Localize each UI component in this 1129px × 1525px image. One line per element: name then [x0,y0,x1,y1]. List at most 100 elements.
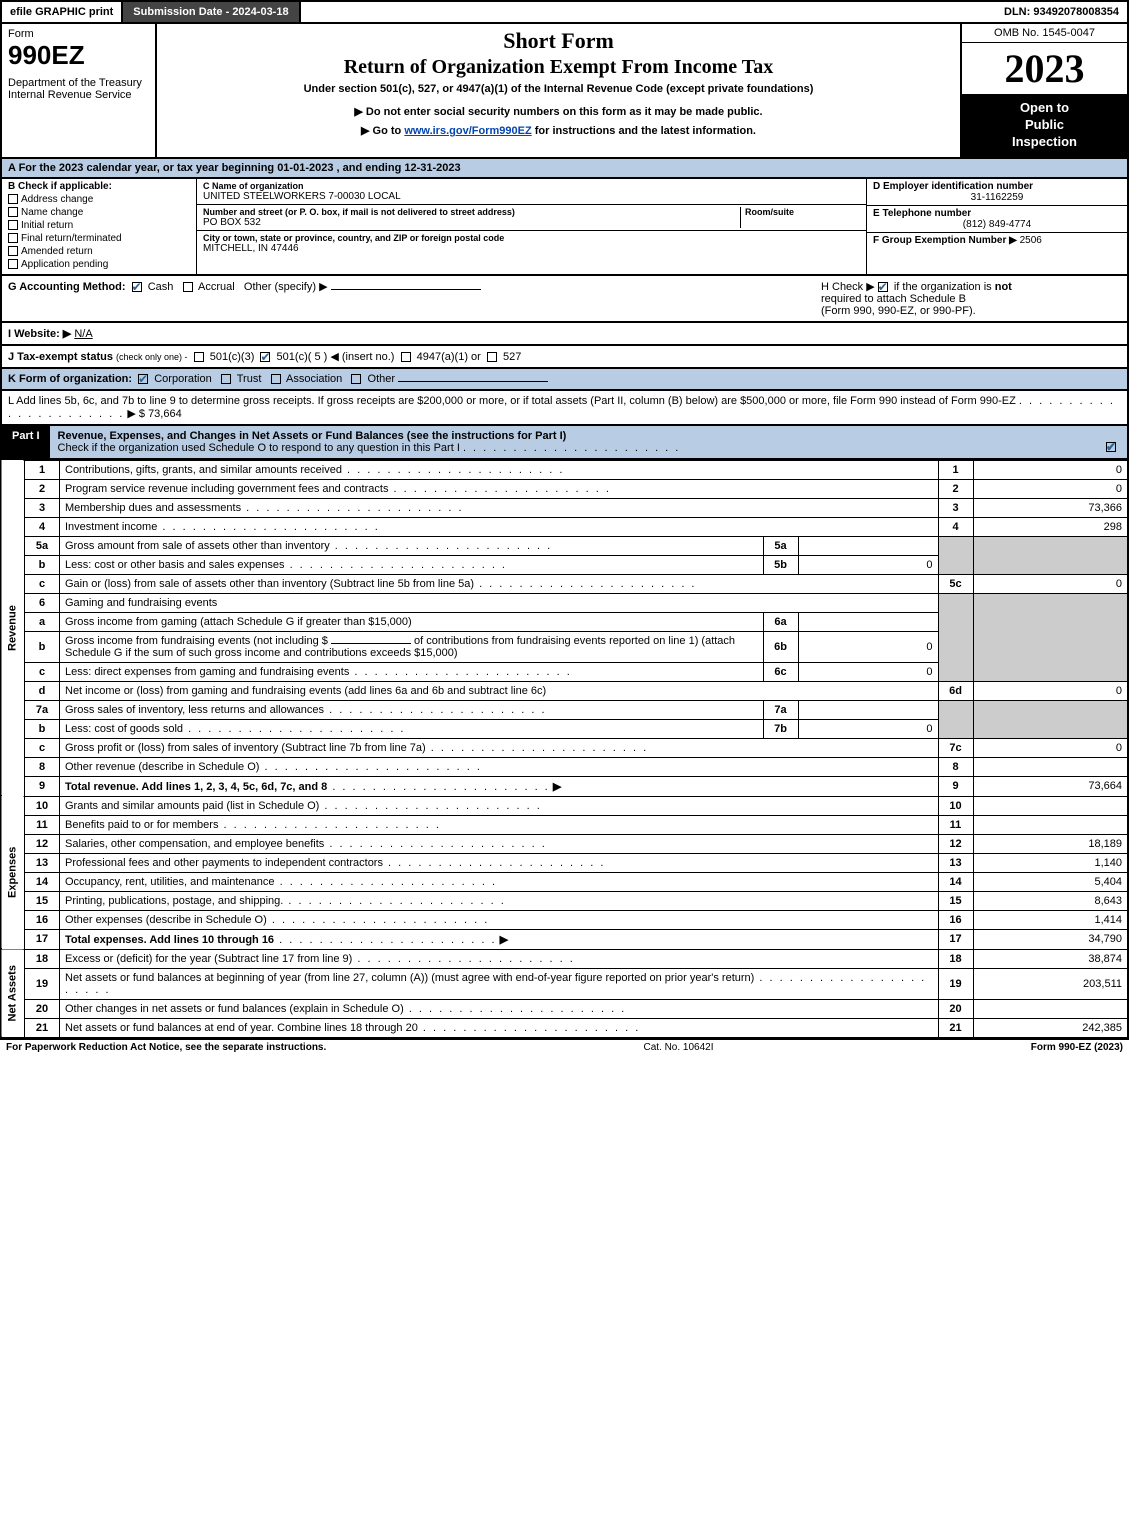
checkbox-corporation[interactable] [138,374,148,384]
line-desc-1: Gross income from fundraising events (no… [65,635,328,647]
sections-d-e-f: D Employer identification number 31-1162… [867,179,1127,274]
line-desc: Printing, publications, postage, and shi… [65,895,283,907]
checkbox-schedule-o-used[interactable] [1106,442,1116,452]
checkbox-cash[interactable] [132,282,142,292]
street-value: PO BOX 532 [203,217,740,228]
checkbox-final-return[interactable] [8,233,18,243]
k-o4: Other [368,373,396,385]
line-no: 21 [25,1018,60,1038]
line-no: c [25,662,60,681]
checkbox-name-change[interactable] [8,207,18,217]
page-footer: For Paperwork Reduction Act Notice, see … [0,1039,1129,1055]
line-no: 8 [25,757,60,776]
checkbox-other-org[interactable] [351,374,361,384]
chk-label-4: Amended return [21,246,93,257]
checkbox-amended-return[interactable] [8,246,18,256]
submission-date: Submission Date - 2024-03-18 [123,2,300,22]
j-o2: 501(c)( 5 ) ◀ (insert no.) [277,351,395,363]
table-row: 15 Printing, publications, postage, and … [1,891,1128,910]
street-label: Number and street (or P. O. box, if mail… [203,207,740,217]
line-desc: Other expenses (describe in Schedule O) [65,914,267,926]
checkbox-501c[interactable] [260,352,270,362]
table-row: 21 Net assets or fund balances at end of… [1,1018,1128,1038]
header-right: OMB No. 1545-0047 2023 Open to Public In… [962,24,1127,157]
room-label: Room/suite [745,207,860,217]
line-desc: Occupancy, rent, utilities, and maintena… [65,876,275,888]
ein-value: 31-1162259 [873,192,1121,203]
checkbox-trust[interactable] [221,374,231,384]
checkbox-address-change[interactable] [8,194,18,204]
irs-link[interactable]: www.irs.gov/Form990EZ [404,125,531,137]
website-label: I Website: ▶ [8,328,71,340]
arrow-icon: ▶ [500,934,508,946]
section-b: B Check if applicable: Address change Na… [2,179,197,274]
line-no: 20 [25,999,60,1018]
checkbox-accrual[interactable] [183,282,193,292]
line-no: 5a [25,536,60,555]
col-no: 5c [938,574,973,593]
chk-label-2: Initial return [21,220,73,231]
line-desc: Benefits paid to or for members [65,819,218,831]
checkbox-initial-return[interactable] [8,220,18,230]
line-no: d [25,681,60,700]
table-row: Expenses 10 Grants and similar amounts p… [1,796,1128,815]
inner-val [798,536,938,555]
group-exempt-label: F Group Exemption Number ▶ [873,235,1017,246]
chk-label-1: Name change [21,207,83,218]
amount: 242,385 [973,1018,1128,1038]
ssn-warning: ▶ Do not enter social security numbers o… [165,105,952,118]
efile-print-button[interactable]: efile GRAPHIC print [2,2,123,22]
checkbox-association[interactable] [271,374,281,384]
line-no: 6 [25,593,60,612]
j-label: J Tax-exempt status [8,351,113,363]
table-row: 11 Benefits paid to or for members 11 [1,815,1128,834]
table-row: 9 Total revenue. Add lines 1, 2, 3, 4, 5… [1,776,1128,796]
l-arrow: ▶ $ [127,408,145,420]
line-desc: Other changes in net assets or fund bala… [65,1003,404,1015]
table-row: 16 Other expenses (describe in Schedule … [1,910,1128,929]
inner-no: 6b [763,631,798,662]
line-no: a [25,612,60,631]
col-no: 19 [938,968,973,999]
footer-right-suf: (2023) [1091,1042,1123,1053]
section-l: L Add lines 5b, 6c, and 7b to line 9 to … [0,391,1129,426]
line-no: 13 [25,853,60,872]
inner-no: 5a [763,536,798,555]
col-no: 14 [938,872,973,891]
line-desc: Gross income from gaming (attach Schedul… [65,616,412,628]
line-desc: Net income or (loss) from gaming and fun… [65,685,546,697]
line-desc: Gross profit or (loss) from sales of inv… [65,742,426,754]
accounting-label: G Accounting Method: [8,281,126,293]
col-no: 16 [938,910,973,929]
col-no: 1 [938,460,973,479]
amount: 0 [973,574,1128,593]
section-g-h: G Accounting Method: Cash Accrual Other … [0,276,1129,323]
checkbox-527[interactable] [487,352,497,362]
checkbox-501c3[interactable] [194,352,204,362]
open-line-1: Open to [966,100,1123,117]
irs-link-line: ▶ Go to www.irs.gov/Form990EZ for instru… [165,124,952,137]
inner-no: 7b [763,719,798,738]
footer-right-bold: 990-EZ [1059,1042,1092,1053]
k-o3: Association [286,373,342,385]
col-no: 15 [938,891,973,910]
line-no: b [25,555,60,574]
checkbox-4947a1[interactable] [401,352,411,362]
h-text2: if the organization is [894,281,995,293]
part1-header: Part I Revenue, Expenses, and Changes in… [0,426,1129,460]
line-desc: Less: cost of goods sold [65,723,183,735]
line-no: 14 [25,872,60,891]
checkbox-schedule-b-not-required[interactable] [878,282,888,292]
col-no: 6d [938,681,973,700]
header-left: Form 990EZ Department of the Treasury In… [2,24,157,157]
form-label: Form [8,28,149,40]
j-o1: 501(c)(3) [210,351,255,363]
col-no: 11 [938,815,973,834]
table-row: 6 Gaming and fundraising events [1,593,1128,612]
table-row: Net Assets 18 Excess or (deficit) for th… [1,949,1128,968]
table-row: d Net income or (loss) from gaming and f… [1,681,1128,700]
other-label: Other (specify) ▶ [244,281,328,293]
header-mid: Short Form Return of Organization Exempt… [157,24,962,157]
line-desc: Net assets or fund balances at beginning… [65,972,754,984]
checkbox-application-pending[interactable] [8,259,18,269]
